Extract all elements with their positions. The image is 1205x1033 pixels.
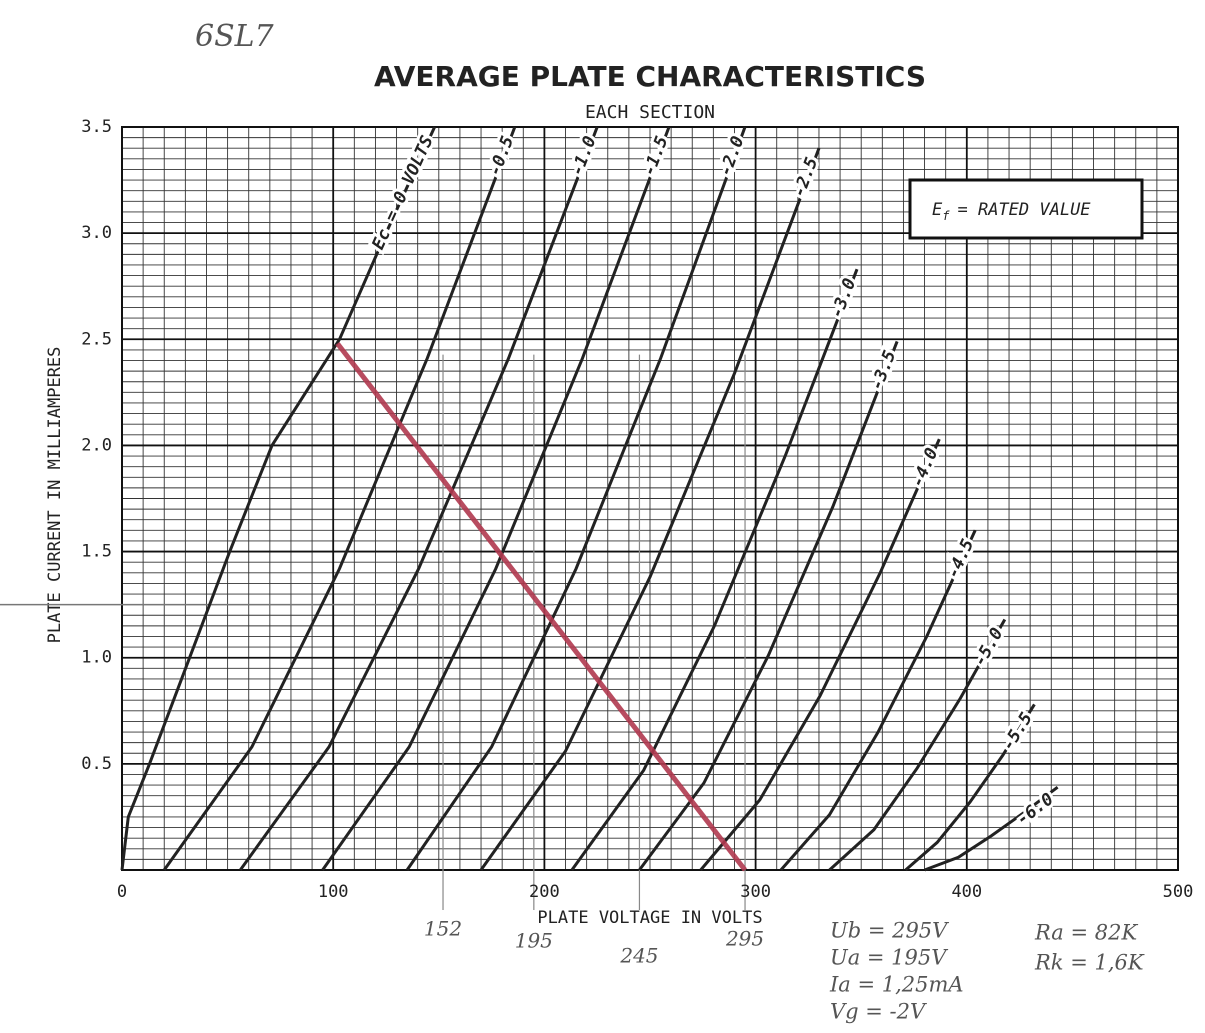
curve [239,126,599,871]
curve [321,126,671,871]
handwritten-annotation: 6SL7 [195,19,275,54]
guide-label: 152 [424,917,462,941]
y-axis-label: PLATE CURRENT IN MILLIAMPERES [45,347,65,644]
curve [479,147,821,871]
y-tick-label: 1.0 [81,648,112,668]
guide-label: 195 [515,929,553,953]
y-tick-label: 0.5 [81,754,112,774]
curve [699,438,941,871]
curve [924,786,1059,872]
x-axis-label: PLATE VOLTAGE IN VOLTS [537,908,762,928]
x-tick-label: 0 [117,882,127,902]
curve-label: -4.5 [943,536,978,582]
chart-title: AVERAGE PLATE CHARACTERISTICS [374,60,926,93]
handwritten-note: Ra = 82K [1034,921,1138,945]
x-tick-label: 200 [529,882,560,902]
handwritten-note: Ua = 195V [830,946,948,970]
load-line [335,342,748,872]
curve-label: -3.5 [867,348,900,393]
x-tick-label: 500 [1163,882,1194,902]
curve [570,268,859,871]
grid [121,126,1179,871]
x-tick-label: 400 [951,882,982,902]
handwritten-note: Rk = 1,6K [1034,951,1145,975]
curve-label: -1.0 [567,133,600,178]
y-tick-label: 3.0 [81,223,112,243]
curve [120,126,436,871]
box-frame [908,178,1144,240]
curve [828,618,1007,872]
box-symbol: E [932,200,943,220]
chart-subtitle: EACH SECTION [585,102,715,123]
box-text: = RATED VALUE [957,200,1091,220]
y-tick-label: 2.0 [81,435,112,455]
curve [904,703,1036,872]
curve-label: -4.0 [908,445,943,491]
legend-box: Ef = RATED VALUE [908,178,1144,240]
handwritten-note: Ub = 295V [830,919,949,943]
curve-label: -2.0 [716,134,749,179]
guide-label: 295 [725,927,764,951]
handwritten-note: Ia = 1,25mA [829,973,964,997]
x-tick-label: 100 [318,882,349,902]
curve [638,340,899,871]
handwritten-note: Vg = -2V [830,1000,927,1024]
y-tick-label: 3.5 [81,117,112,137]
y-tick-label: 1.5 [81,542,112,562]
guide-label: 245 [619,944,658,968]
curve-label: -3.0 [827,276,860,321]
curve [405,126,747,871]
curve-label: -1.5 [639,133,672,178]
curve-label: -2.5 [789,155,822,200]
box-label: Ef = RATED VALUE [932,200,1091,223]
curve-label: Ec = 0 VOLTS [368,133,437,253]
y-tick-label: 2.5 [81,329,112,349]
plot: 152 195 245 295 Ec = 0 VOLTS -0.5 -1.0 -1.5 -2.0… [0,126,1061,968]
plot-frame [121,126,1179,871]
curve-label: -0.5 [485,133,518,178]
curve [162,126,517,871]
x-tick-label: 300 [740,882,771,902]
curve [779,529,977,871]
box-subscript: f [942,209,950,223]
